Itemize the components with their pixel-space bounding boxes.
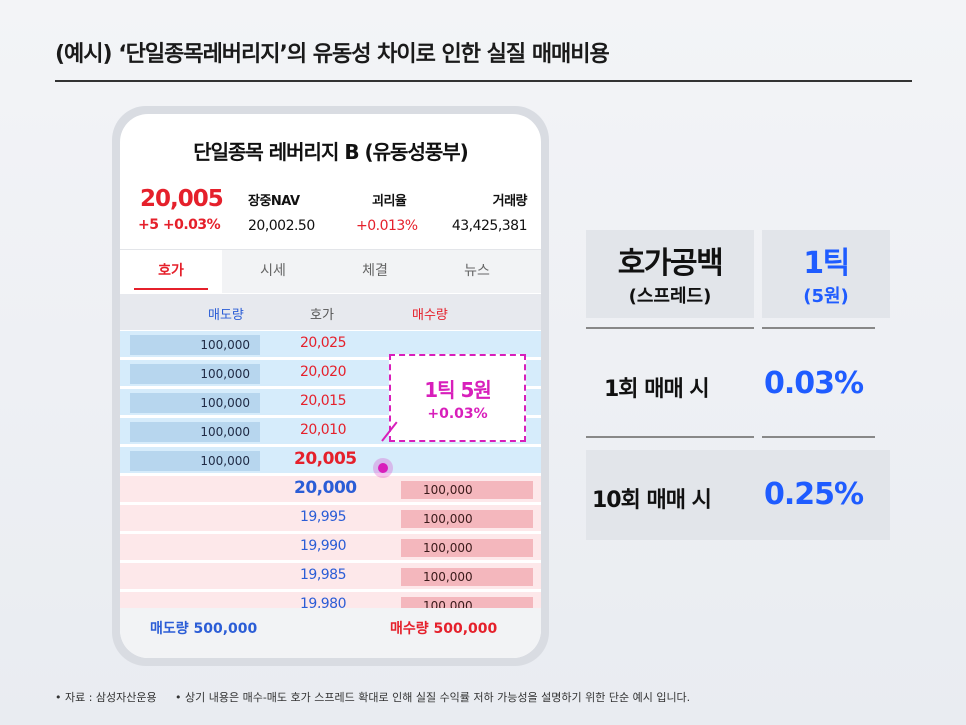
one-trade-cost: 0.03% [764, 366, 864, 401]
order-book-screen: 단일종목 레버리지 B (유동성풍부) 20,005 +5 +0.03% 장중N… [120, 114, 541, 658]
table-divider [762, 436, 875, 438]
buy-price: 19,985 [300, 567, 347, 583]
volume-value: 43,425,381 [451, 218, 528, 234]
spread-value-cell: 1틱 (5원) [762, 230, 890, 318]
total-sell-qty: 매도량 500,000 [150, 621, 258, 637]
ten-trade-cell [586, 450, 890, 540]
nav-label: 장중NAV [248, 194, 300, 209]
price-change: +5 +0.03% [138, 217, 221, 233]
sell-qty: 100,000 [130, 364, 260, 384]
tab-bar: 호가 시세 체결 뉴스 [120, 249, 541, 294]
table-divider [762, 327, 875, 329]
buy-row[interactable]: 19,990 100,000 [120, 534, 541, 562]
buy-qty: 100,000 [401, 481, 533, 499]
current-price: 20,005 [140, 186, 224, 212]
order-book-header: 매도량 호가 매수량 [120, 294, 541, 330]
spread-won-value: (5원) [803, 286, 849, 307]
source-note: • 자료 : 삼성자산운용 [55, 691, 157, 704]
one-trade-label: 1회 매매 시 [604, 377, 710, 402]
gap-stat: 괴리율 +0.013% [356, 190, 418, 234]
spread-callout: 1틱 5원 +0.03% [389, 354, 526, 442]
phone-frame: 단일종목 레버리지 B (유동성풍부) 20,005 +5 +0.03% 장중N… [112, 106, 549, 666]
callout-tick: 1틱 5원 [424, 378, 492, 402]
sell-row[interactable]: 100,000 20,005 [120, 447, 541, 475]
page-title: (예시) ‘단일종목레버리지’의 유동성 차이로 인한 실질 매매비용 [55, 42, 610, 67]
sell-price: 20,025 [300, 335, 347, 351]
spread-head-label: 호가공백 [617, 246, 724, 281]
ten-trade-label: 10회 매매 시 [592, 488, 712, 513]
callout-percent: +0.03% [427, 406, 488, 422]
tab-news[interactable]: 뉴스 [464, 263, 490, 279]
buy-qty-header: 매수량 [412, 308, 448, 323]
tab-order-book[interactable]: 호가 [120, 250, 222, 294]
nav-value: 20,002.50 [248, 218, 315, 234]
buy-qty: 100,000 [401, 510, 533, 528]
sell-price: 20,015 [300, 393, 347, 409]
spread-head-sub: (스프레드) [628, 286, 712, 307]
best-ask-price: 20,005 [294, 449, 357, 469]
buy-price: 19,995 [300, 509, 347, 525]
buy-row[interactable]: 19,995 100,000 [120, 505, 541, 533]
tab-executions[interactable]: 체결 [362, 263, 388, 279]
callout-marker-dot [373, 458, 393, 478]
sell-qty: 100,000 [130, 335, 260, 355]
sell-price: 20,010 [300, 422, 347, 438]
buy-price: 19,990 [300, 538, 347, 554]
volume-label: 거래량 [492, 194, 528, 209]
table-divider [586, 436, 754, 438]
nav-stat: 장중NAV 20,002.50 [248, 190, 315, 234]
sell-qty-header: 매도량 [208, 308, 244, 323]
tab-quotes[interactable]: 시세 [260, 263, 286, 279]
sell-price: 20,020 [300, 364, 347, 380]
spread-tick-value: 1틱 [803, 246, 850, 281]
spread-head-cell: 호가공백 (스프레드) [586, 230, 754, 318]
sell-qty: 100,000 [130, 422, 260, 442]
price-header: 호가 [310, 308, 334, 323]
table-divider [586, 327, 754, 329]
disclaimer-note: • 상기 내용은 매수-매도 호가 스프레드 확대로 인해 실질 수익률 저하 … [175, 691, 691, 704]
product-name: 단일종목 레버리지 B (유동성풍부) [193, 140, 469, 164]
volume-stat: 거래량 43,425,381 [451, 190, 528, 234]
sell-qty: 100,000 [130, 451, 260, 471]
ten-trade-cost: 0.25% [764, 477, 864, 512]
gap-label: 괴리율 [372, 194, 407, 209]
order-book-totals: 매도량 500,000 매수량 500,000 [120, 608, 541, 658]
buy-row[interactable]: 20,000 100,000 [120, 476, 541, 504]
buy-qty: 100,000 [401, 539, 533, 557]
buy-qty: 100,000 [401, 568, 533, 586]
buy-row[interactable]: 19,985 100,000 [120, 563, 541, 591]
title-divider [55, 80, 912, 82]
sell-qty: 100,000 [130, 393, 260, 413]
sell-row[interactable]: 100,000 20,025 [120, 331, 541, 359]
best-bid-price: 20,000 [294, 478, 357, 498]
total-buy-qty: 매수량 500,000 [390, 621, 498, 637]
gap-value: +0.013% [356, 218, 418, 234]
